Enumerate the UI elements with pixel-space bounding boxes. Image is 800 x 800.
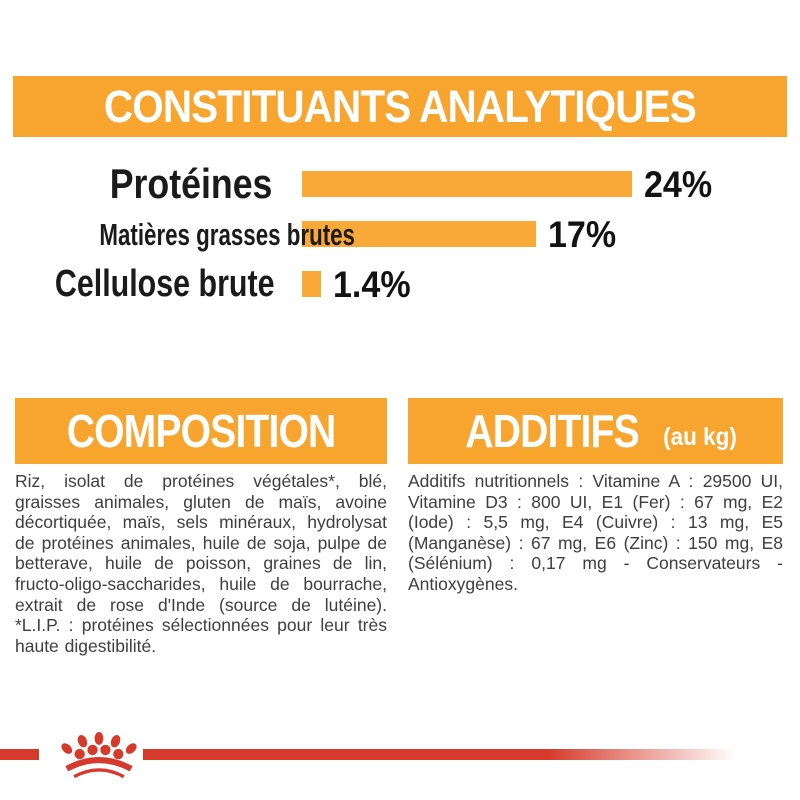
chart-row: Protéines 24% <box>0 163 800 205</box>
chart-bar-value: 17% <box>547 213 616 255</box>
brand-stripe-left <box>0 749 39 760</box>
chart-row-label: Protéines <box>109 160 272 207</box>
chart-row: Cellulose brute 1.4% <box>0 265 800 303</box>
chart-bar <box>302 271 322 297</box>
chart-bar-value: 24% <box>644 163 713 205</box>
chart-bar <box>302 171 632 197</box>
chart-bar <box>302 221 536 247</box>
additifs-header: ADDITIFS (au kg) <box>408 398 783 464</box>
composition-body: Riz, isolat de protéines végétales*, blé… <box>15 471 387 656</box>
analytical-constituents-header: CONSTITUANTS ANALYTIQUES <box>13 76 787 137</box>
composition-header: COMPOSITION <box>15 398 387 464</box>
chart-row-label: Cellulose brute <box>54 263 275 305</box>
additifs-subtitle: (au kg) <box>662 422 737 451</box>
brand-stripe-right <box>143 749 755 760</box>
chart-row: Matières grasses brutes 17% <box>0 216 800 253</box>
chart-bar-value: 1.4% <box>333 263 411 305</box>
analytical-constituents-title: CONSTITUANTS ANALYTIQUES <box>104 80 697 132</box>
crown-paw-logo-icon <box>61 732 137 779</box>
additifs-body: Additifs nutritionnels : Vitamine A : 29… <box>408 471 783 594</box>
additifs-section: ADDITIFS (au kg) Additifs nutritionnels … <box>408 398 783 612</box>
composition-section: COMPOSITION Riz, isolat de protéines vég… <box>15 398 387 674</box>
composition-title: COMPOSITION <box>66 405 337 457</box>
additifs-title: ADDITIFS <box>465 405 640 457</box>
chart-row-label: Matières grasses brutes <box>99 216 355 252</box>
